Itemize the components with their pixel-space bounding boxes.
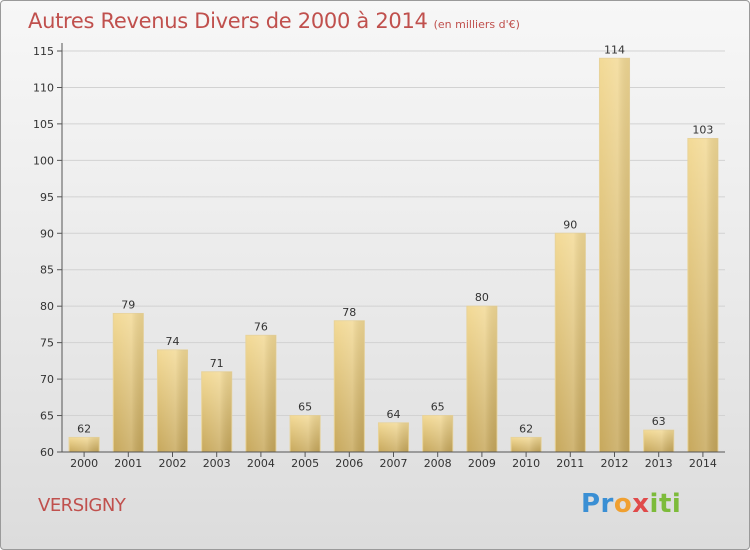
bar-shade — [687, 138, 718, 452]
y-tick-label: 90 — [40, 227, 54, 240]
y-tick-label: 95 — [40, 191, 54, 204]
data-label: 65 — [431, 401, 445, 414]
y-tick-label: 65 — [40, 410, 54, 423]
data-label: 76 — [254, 320, 268, 333]
town-name: VERSIGNY — [38, 495, 126, 516]
y-tick-label: 110 — [33, 81, 54, 94]
x-tick-label: 2001 — [114, 457, 142, 470]
logo-part-3: x — [632, 489, 650, 519]
data-label: 64 — [387, 408, 401, 421]
data-label: 90 — [563, 218, 577, 231]
logo-part-1: Pr — [581, 489, 614, 519]
chart-title: Autres Revenus Divers de 2000 à 2014 (en … — [28, 9, 520, 33]
x-tick-label: 2002 — [159, 457, 187, 470]
x-tick-label: 2010 — [512, 457, 540, 470]
x-tick-label: 2014 — [689, 457, 717, 470]
bar-shade — [201, 371, 232, 452]
x-tick-label: 2011 — [556, 457, 584, 470]
y-tick-label: 80 — [40, 300, 54, 313]
chart-title-main: Autres Revenus Divers de 2000 à 2014 — [28, 9, 428, 33]
bar-shade — [599, 58, 630, 453]
bar-shade — [643, 430, 674, 452]
data-label: 71 — [210, 357, 224, 370]
x-tick-label: 2003 — [203, 457, 231, 470]
data-label: 79 — [121, 298, 135, 311]
chart-title-unit: (en milliers d'€) — [433, 18, 520, 31]
bars — [68, 57, 719, 453]
y-tick-label: 105 — [33, 118, 54, 131]
y-tick-label: 60 — [40, 446, 54, 459]
data-label: 62 — [519, 422, 533, 435]
x-tick-label: 2009 — [468, 457, 496, 470]
data-label: 74 — [166, 335, 180, 348]
bar-shade — [466, 306, 497, 452]
y-tick-label: 70 — [40, 373, 54, 386]
logo-part-4: iti — [649, 489, 682, 519]
bar-shade — [422, 415, 453, 452]
data-label: 80 — [475, 291, 489, 304]
bar-shade — [245, 335, 276, 452]
bar-shade — [290, 415, 321, 452]
x-tick-label: 2013 — [645, 457, 673, 470]
x-tick-label: 2004 — [247, 457, 275, 470]
data-label: 65 — [298, 401, 312, 414]
data-label: 63 — [652, 415, 666, 428]
data-label: 114 — [604, 43, 625, 56]
x-tick-label: 2005 — [291, 457, 319, 470]
x-tick-label: 2006 — [335, 457, 363, 470]
y-tick-label: 85 — [40, 264, 54, 277]
data-label: 78 — [342, 306, 356, 319]
labels: 60 65 70 75 80 85 90 95 100 105 110 115 62 2000 79 2001… — [33, 43, 717, 470]
data-label: 62 — [77, 422, 91, 435]
bar-shade — [69, 437, 100, 452]
x-tick-label: 2012 — [601, 457, 629, 470]
proxiti-logo[interactable]: Proxiti — [581, 489, 681, 519]
bar-shade — [334, 320, 365, 452]
x-tick-label: 2007 — [380, 457, 408, 470]
bar-shade — [511, 437, 542, 452]
x-tick-label: 2000 — [70, 457, 98, 470]
bar-shade — [113, 313, 144, 452]
bar-shade — [157, 349, 188, 452]
axes — [57, 43, 725, 457]
bar-shade — [555, 233, 586, 452]
data-label: 103 — [692, 123, 713, 136]
y-tick-label: 100 — [33, 154, 54, 167]
x-tick-label: 2008 — [424, 457, 452, 470]
y-tick-label: 75 — [40, 337, 54, 350]
logo-part-2: o — [613, 489, 633, 519]
bar-shade — [378, 422, 409, 452]
y-tick-label: 115 — [33, 45, 54, 58]
